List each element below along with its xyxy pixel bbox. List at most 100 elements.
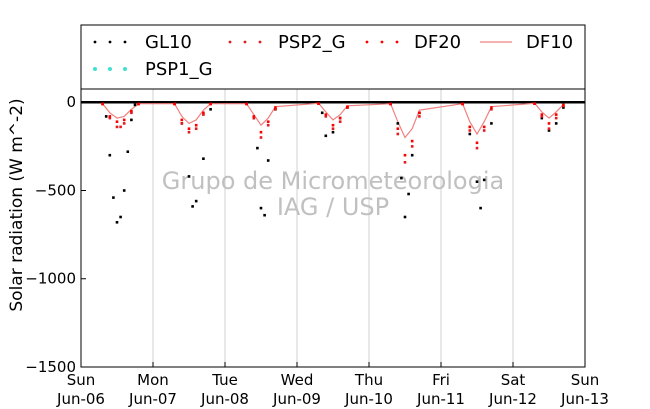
x-tick-day-6: Sat	[501, 371, 526, 389]
series-gl10-point	[396, 122, 400, 125]
legend-df20-label: DF20	[414, 32, 461, 53]
legend-psp2-g-marker	[228, 40, 232, 44]
series-df20-point	[562, 103, 565, 107]
series-gl10-point	[263, 213, 266, 217]
series-df20-point	[209, 102, 212, 106]
y-axis-label: Solar radiation (W m^-2)	[7, 98, 27, 311]
series-gl10-point	[112, 196, 115, 199]
series-gl10-point	[108, 153, 112, 157]
x-tick-date-1: Jun-07	[128, 390, 177, 408]
series-df20-point	[547, 122, 551, 125]
series-gl10-point	[475, 180, 479, 183]
x-tick-date-3: Jun-09	[272, 390, 321, 408]
legend-gl10-marker	[93, 40, 97, 44]
series-gl10-point	[133, 103, 137, 107]
series-psp2-g-point	[403, 161, 407, 164]
series-df20-point	[338, 116, 342, 120]
x-tick-date-0: Jun-06	[56, 390, 105, 408]
x-tick-date-6: Jun-12	[488, 390, 537, 408]
series-gl10-point	[187, 175, 191, 178]
plot-background	[81, 89, 585, 367]
legend-psp2-g-marker	[258, 40, 262, 44]
legend-gl10-marker	[123, 40, 127, 44]
y-tick-label-0: 0	[66, 93, 76, 111]
series-layer	[81, 100, 585, 224]
series-psp2-g-point	[130, 111, 133, 115]
series-psp2-g-point	[410, 145, 414, 148]
x-tick-day-2: Tue	[211, 371, 238, 389]
series-gl10-point	[324, 134, 328, 138]
series-gl10-point	[331, 130, 335, 134]
series-psp2-g-point	[187, 130, 191, 134]
watermark-line-2: IAG / USP	[277, 193, 389, 221]
x-tick-day-7: Sun	[571, 371, 600, 389]
y-tick-label-1: −500	[35, 181, 76, 199]
series-gl10-point	[256, 146, 259, 150]
series-psp2-g-point	[482, 129, 486, 132]
legend-psp1-g-label: PSP1_G	[145, 59, 213, 80]
x-tick-day-3: Wed	[281, 371, 314, 389]
legend-df20-marker	[380, 40, 384, 44]
series-psp2-g-point	[396, 132, 400, 136]
series-psp2-g-point	[418, 115, 421, 118]
series-df20-point	[468, 125, 472, 129]
legend-df20-marker	[365, 40, 369, 44]
series-df20-point	[122, 118, 126, 122]
series-gl10-point	[490, 122, 493, 125]
grid	[152, 89, 514, 367]
series-df20-point	[410, 139, 414, 143]
series-gl10-point	[482, 178, 486, 182]
legend-gl10-marker	[108, 40, 112, 44]
series-psp2-g-point	[259, 136, 263, 139]
axis-ticks: SunJun-06MonJun-07TueJun-08WedJun-09ThuJ…	[25, 93, 609, 408]
series-gl10-point	[562, 106, 565, 109]
series-gl10-point	[468, 132, 472, 136]
series-df20-point	[346, 105, 349, 108]
series-gl10-point	[104, 115, 108, 118]
series-gl10-point	[320, 111, 324, 115]
series-psp2-g-point	[180, 122, 184, 125]
series-gl10-point	[554, 122, 558, 125]
series-df20-point	[274, 106, 277, 109]
series-gl10-point	[119, 215, 122, 219]
series-gl10-point	[403, 215, 407, 219]
series-psp2-g-point	[122, 122, 126, 125]
series-df20-point	[533, 102, 536, 105]
series-psp2-g-point	[252, 116, 256, 120]
series-df20-point	[554, 113, 558, 116]
legend-psp2-g-label: PSP2_G	[278, 32, 346, 53]
series-gl10-point	[191, 205, 194, 208]
series-gl10-point	[400, 176, 403, 180]
series-psp2-g-point	[475, 146, 479, 150]
series-df20-point	[252, 115, 256, 118]
series-df20-point	[137, 102, 140, 106]
series-df20-point	[461, 102, 464, 106]
x-tick-date-2: Jun-08	[200, 390, 249, 408]
series-df20-point	[173, 102, 176, 106]
series-psp2-g-point	[202, 113, 205, 116]
series-gl10-point	[259, 206, 263, 210]
x-tick-day-1: Mon	[137, 371, 169, 389]
series-df20-point	[259, 130, 263, 134]
x-tick-day-0: Sun	[67, 371, 96, 389]
x-tick-day-5: Fri	[432, 371, 450, 389]
series-df20-point	[490, 106, 493, 109]
y-tick-label-2: −1000	[25, 270, 76, 288]
series-df20-point	[194, 123, 198, 127]
series-df20-point	[245, 102, 248, 106]
legend-df10-label: DF10	[526, 32, 573, 53]
series-gl10-point	[115, 221, 119, 224]
series-gl10-point	[266, 159, 270, 162]
legend-df20-marker	[395, 40, 399, 44]
series-psp2-g-point	[194, 127, 198, 130]
x-tick-date-7: Jun-13	[560, 390, 609, 408]
series-df20-point	[389, 102, 392, 106]
series-df20-point	[331, 123, 335, 127]
series-df20-point	[108, 115, 112, 118]
series-df20-point	[101, 102, 104, 106]
series-df20-point	[115, 120, 119, 123]
legend-gl10-label: GL10	[145, 32, 192, 53]
series-df20-point	[266, 120, 270, 123]
series-psp2-g-point	[266, 123, 270, 127]
